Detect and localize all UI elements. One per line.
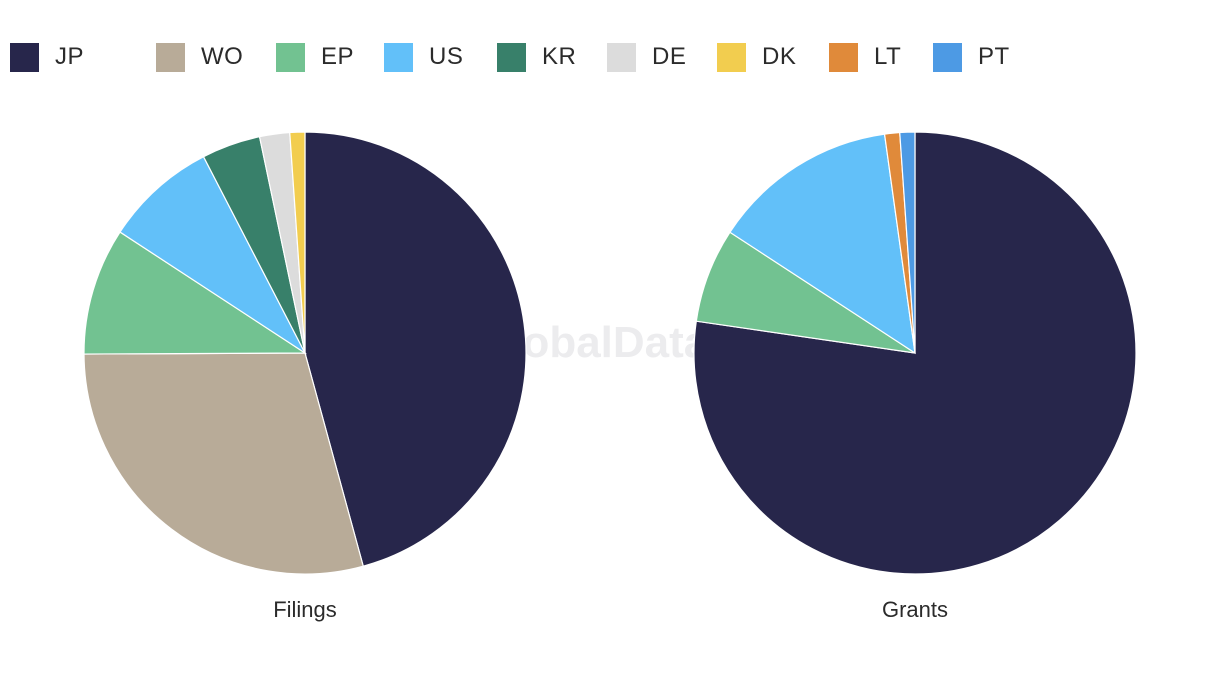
legend-label: DE xyxy=(652,43,687,70)
legend-swatch xyxy=(156,42,185,72)
chart-title-filings: Filings xyxy=(273,597,337,622)
legend-swatch xyxy=(10,42,39,72)
pie-slice-pt xyxy=(899,131,916,354)
legend-swatch xyxy=(276,42,305,72)
legend-label: EP xyxy=(321,43,355,70)
legend-item-de: DE xyxy=(607,42,717,72)
legend-swatch xyxy=(497,42,526,72)
legend-label: US xyxy=(429,43,464,70)
legend: JP WO EP US KR DE DK LT PT xyxy=(10,42,1013,72)
legend-item-dk: DK xyxy=(717,42,829,72)
legend-swatch xyxy=(933,42,962,72)
pie-slice-us xyxy=(119,155,307,355)
pie-slice-wo xyxy=(83,352,364,575)
pie-slice-jp xyxy=(304,131,527,567)
pie-slice-dk xyxy=(289,131,306,354)
legend-label: JP xyxy=(55,43,85,70)
chart-title-grants: Grants xyxy=(882,597,948,622)
legend-item-us: US xyxy=(384,42,497,72)
legend-swatch xyxy=(384,42,413,72)
legend-item-kr: KR xyxy=(497,42,607,72)
legend-label: DK xyxy=(762,43,797,70)
legend-label: WO xyxy=(201,43,244,70)
pie-slice-us xyxy=(729,133,916,355)
legend-item-wo: WO xyxy=(156,42,276,72)
legend-item-ep: EP xyxy=(276,42,384,72)
pie-grants xyxy=(693,131,1137,575)
legend-label: LT xyxy=(874,43,902,70)
legend-item-lt: LT xyxy=(829,42,933,72)
legend-label: KR xyxy=(542,43,577,70)
legend-swatch xyxy=(717,42,746,72)
pie-filings xyxy=(83,131,527,575)
legend-item-pt: PT xyxy=(933,42,1013,72)
pie-slice-ep xyxy=(83,231,307,355)
legend-label: PT xyxy=(978,43,1010,70)
legend-swatch xyxy=(829,42,858,72)
legend-swatch xyxy=(607,42,636,72)
legend-item-jp: JP xyxy=(10,42,156,72)
